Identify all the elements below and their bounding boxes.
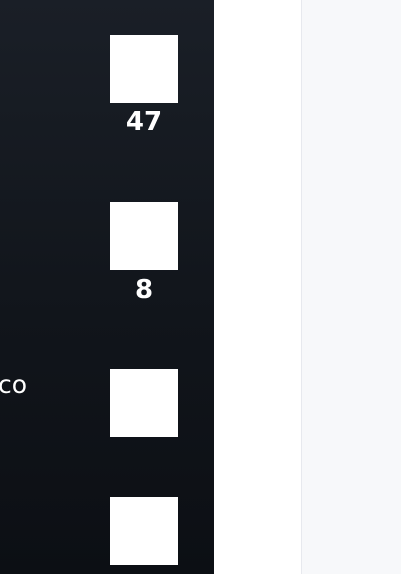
panel-tile-1[interactable] <box>110 35 178 103</box>
panel-tile-3[interactable] <box>110 369 178 437</box>
tile-count-2: 8 <box>134 275 154 305</box>
partial-label: co <box>0 370 28 399</box>
right-pane <box>301 0 401 574</box>
panel-tile-2[interactable] <box>110 202 178 270</box>
tile-count-1: 47 <box>125 107 163 137</box>
content-gap <box>214 0 301 574</box>
dark-side-panel: 47 8 co <box>0 0 214 574</box>
panel-tile-4[interactable] <box>110 497 178 565</box>
